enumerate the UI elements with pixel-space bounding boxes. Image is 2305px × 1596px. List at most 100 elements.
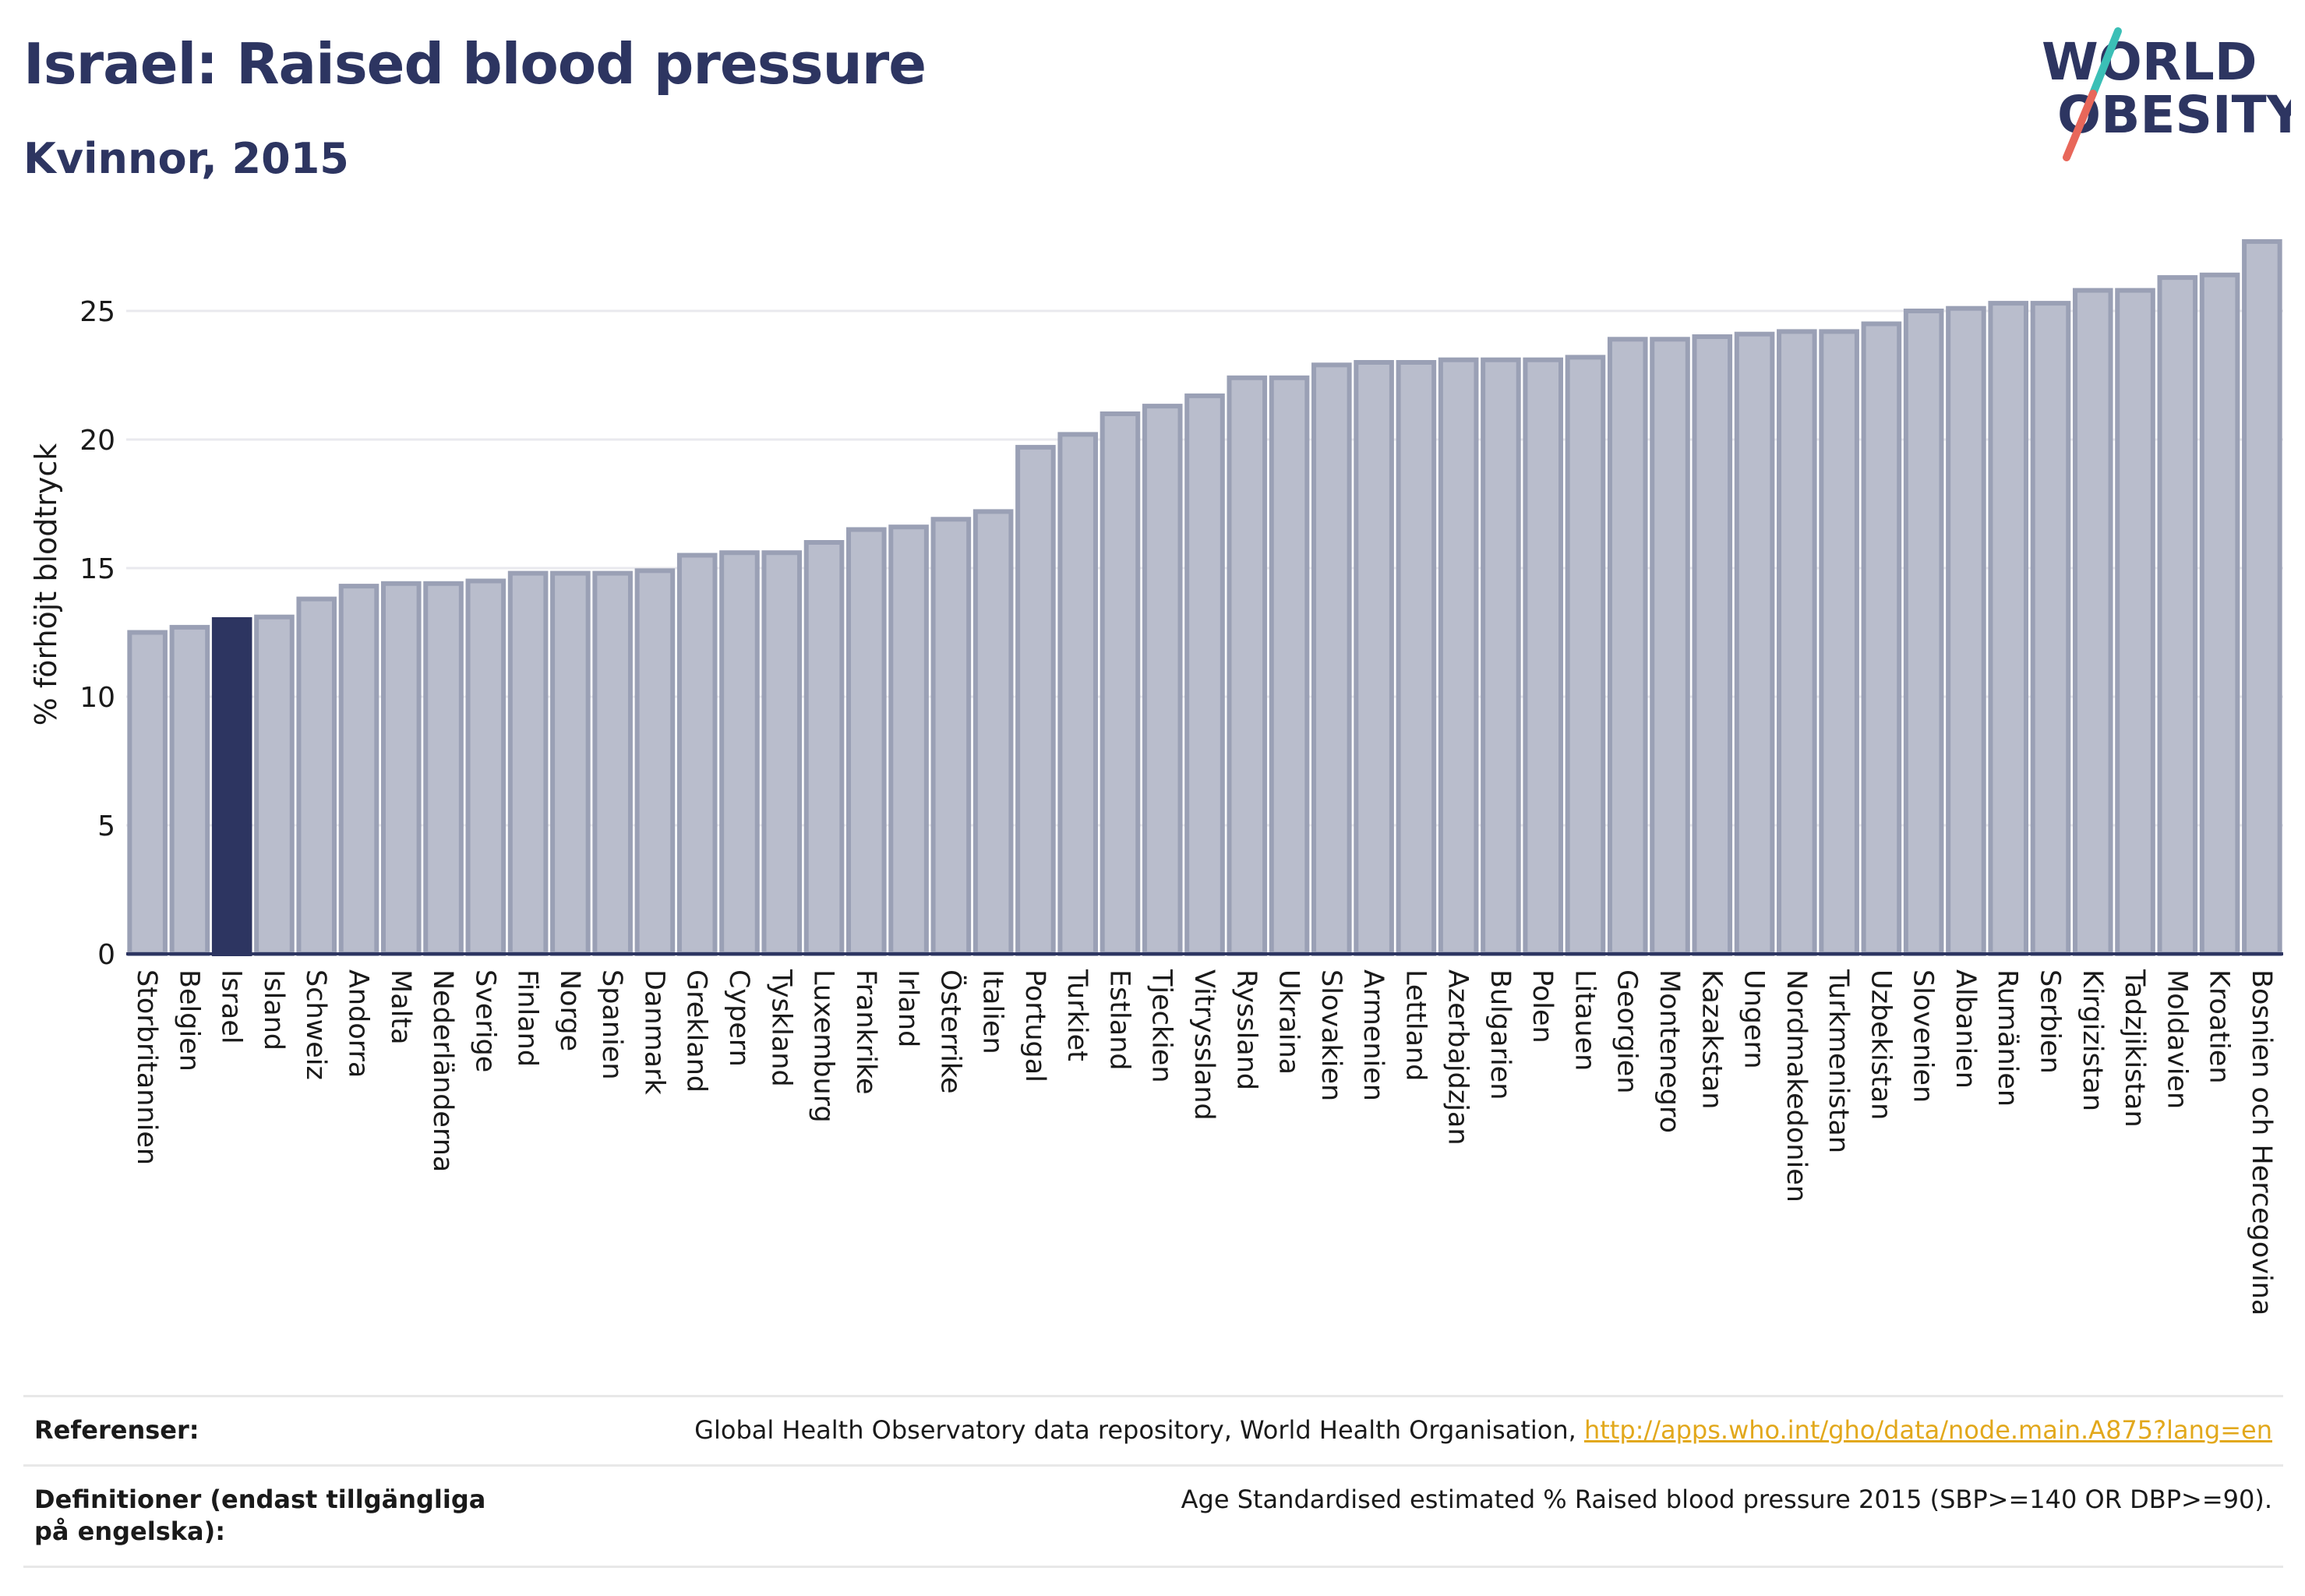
bar-layer	[127, 238, 2282, 957]
bar	[1946, 305, 1986, 956]
x-tick-label: Israel	[216, 969, 247, 1044]
x-tick-label: Cypern	[723, 969, 754, 1067]
bar	[1607, 337, 1648, 956]
bar	[676, 553, 718, 956]
x-tick-label: Storbritannien	[131, 969, 162, 1165]
x-tick-label: Italien	[977, 969, 1008, 1054]
references-link[interactable]: http://apps.who.int/gho/data/node.main.A…	[1583, 1415, 2272, 1445]
x-tick-label: Finland	[512, 969, 543, 1067]
x-tick-label: Georgien	[1611, 969, 1643, 1094]
x-tick-label: Estland	[1103, 969, 1135, 1071]
x-tick-label: Armenien	[1357, 969, 1389, 1101]
world-obesity-logo: WORLD OBESITY	[2042, 27, 2291, 161]
bar	[380, 581, 422, 956]
bar	[1565, 355, 1606, 956]
bar	[972, 509, 1014, 956]
bar	[2199, 272, 2240, 956]
definitions-row: Definitioner (endast tillgängliga på eng…	[23, 1464, 2283, 1568]
x-tick-label: Grekland	[681, 969, 712, 1093]
logo-line1: WORLD	[2042, 32, 2257, 92]
x-tick-label: Luxemburg	[808, 969, 839, 1123]
bar	[550, 570, 591, 956]
x-tick-label: Portugal	[1019, 969, 1050, 1082]
x-tick-label: Tjeckien	[1146, 969, 1177, 1083]
bar	[719, 550, 760, 956]
bar	[2115, 288, 2155, 957]
x-tick-label: Norge	[554, 969, 585, 1051]
bar	[930, 517, 972, 956]
bar	[254, 614, 295, 956]
x-tick-label: Nordmakedonien	[1781, 969, 1812, 1202]
bar	[465, 578, 507, 956]
bar	[1100, 411, 1141, 956]
x-tick-label: Turkiet	[1061, 969, 1092, 1061]
x-tick-label: Lettland	[1400, 969, 1431, 1081]
x-tick-label: Irland	[892, 969, 923, 1047]
x-tick-label: Kazakstan	[1696, 969, 1727, 1109]
x-tick-label: Island	[258, 969, 289, 1050]
bar	[1903, 309, 1944, 956]
y-axis-label: % förhöjt blodtryck	[29, 443, 63, 726]
definitions-text: Age Standardised estimated % Raised bloo…	[1181, 1484, 2272, 1514]
bar	[1819, 329, 1859, 956]
references-label: Referenser:	[34, 1415, 199, 1445]
x-tick-label: Bulgarien	[1484, 969, 1516, 1100]
axis-layer: 0 5 10 15 20 25 Storbritannien Belgien Israel Isl…	[79, 296, 2283, 1315]
x-tick-label: Ukraina	[1273, 969, 1304, 1075]
references-source: Global Health Observatory data repositor…	[694, 1415, 1576, 1445]
bar	[1861, 321, 1902, 956]
bar	[296, 596, 337, 956]
bar	[888, 524, 929, 956]
bar-highlight	[211, 617, 252, 956]
bar	[1692, 334, 1733, 956]
x-tick-label: Sverige	[469, 969, 500, 1072]
bar	[1142, 404, 1183, 956]
bar	[1311, 362, 1352, 956]
x-tick-label: Kroatien	[2204, 969, 2235, 1084]
x-tick-label: Tyskland	[765, 969, 796, 1087]
x-tick-label: Ryssland	[1230, 969, 1262, 1090]
bar	[2072, 288, 2113, 957]
bar	[1777, 329, 1817, 956]
y-tick-label: 10	[79, 682, 115, 714]
references-row: Referenser: Global Health Observatory da…	[23, 1395, 2283, 1464]
bar	[507, 570, 549, 956]
bar	[846, 527, 887, 956]
x-tick-label: Ungern	[1738, 969, 1770, 1069]
bar	[803, 540, 845, 956]
x-tick-label: Serbien	[2034, 969, 2065, 1074]
bar	[1481, 357, 1521, 956]
x-tick-label: Albanien	[1950, 969, 1981, 1089]
chart-title: Israel: Raised blood pressure	[23, 31, 927, 97]
x-tick-label: Vitryssland	[1188, 969, 1220, 1121]
x-tick-label: Polen	[1527, 969, 1558, 1043]
x-tick-label: Montenegro	[1654, 969, 1685, 1133]
y-tick-label: 15	[79, 553, 115, 585]
bar	[169, 624, 210, 957]
y-tick-label: 0	[97, 939, 115, 971]
x-tick-label: Slovenien	[1908, 969, 1939, 1103]
bar	[2030, 301, 2071, 957]
bar-chart: 0 5 10 15 20 25 Storbritannien Belgien Israel Isl…	[29, 238, 2283, 1315]
x-tick-label: Nederländerna	[427, 969, 458, 1172]
x-tick-label: Azerbajdzjan	[1442, 969, 1474, 1146]
bar	[2157, 275, 2198, 957]
x-tick-label: Slovakien	[1315, 969, 1347, 1101]
x-tick-label: Tadzjikistan	[2119, 969, 2150, 1128]
bar	[1269, 375, 1310, 956]
x-tick-label: Frankrike	[850, 969, 881, 1095]
bar	[1396, 360, 1437, 956]
x-tick-label: Rumänien	[1992, 969, 2023, 1107]
bar	[761, 550, 803, 956]
x-tick-label: Turkmenistan	[1823, 969, 1854, 1153]
x-tick-label: Österrike	[934, 969, 967, 1093]
x-tick-label: Malta	[385, 969, 416, 1045]
bar	[1650, 337, 1690, 956]
x-tick-label: Andorra	[343, 969, 374, 1078]
bar	[1523, 357, 1563, 956]
x-tick-label: Schweiz	[300, 969, 331, 1080]
bar	[2242, 238, 2282, 956]
chart-subtitle: Kvinnor, 2015	[23, 134, 349, 183]
y-tick-label: 5	[97, 810, 115, 842]
bar	[1354, 360, 1394, 956]
